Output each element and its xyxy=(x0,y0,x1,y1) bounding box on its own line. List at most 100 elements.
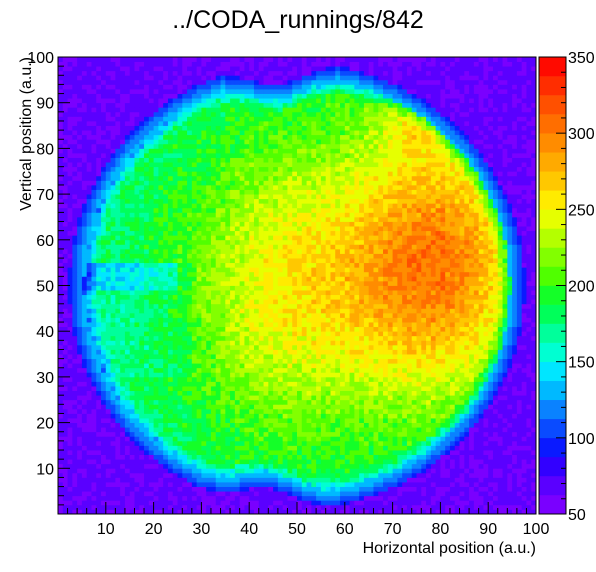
heatmap-cell xyxy=(129,358,135,364)
heatmap-cell xyxy=(277,290,284,296)
heatmap-cell xyxy=(172,472,178,478)
heatmap-cell xyxy=(72,418,78,423)
heatmap-cell xyxy=(234,390,241,396)
heatmap-cell xyxy=(306,445,312,451)
heatmap-cell xyxy=(378,335,384,341)
heatmap-cell xyxy=(67,390,73,396)
heatmap-cell xyxy=(440,482,446,487)
heatmap-cell xyxy=(67,331,73,337)
heatmap-cell xyxy=(531,354,537,360)
heatmap-cell xyxy=(153,317,159,323)
heatmap-cell xyxy=(148,344,154,350)
heatmap-cell xyxy=(225,459,231,465)
heatmap-cell xyxy=(521,459,527,465)
heatmap-cell xyxy=(320,354,327,360)
heatmap-cell xyxy=(182,472,188,478)
heatmap-cell xyxy=(449,468,456,474)
heatmap-cell xyxy=(435,381,441,387)
heatmap-cell xyxy=(96,331,102,337)
heatmap-cell xyxy=(454,308,460,314)
heatmap-cell xyxy=(426,468,432,474)
heatmap-cell xyxy=(297,427,303,433)
heatmap-cell xyxy=(96,427,102,433)
heatmap-cell xyxy=(124,308,131,314)
heatmap-cell xyxy=(234,413,241,419)
heatmap-cell xyxy=(445,344,451,350)
heatmap-cell xyxy=(58,390,64,396)
heatmap-cell xyxy=(196,418,202,423)
heatmap-cell xyxy=(392,427,398,433)
heatmap-cell xyxy=(177,285,183,291)
heatmap-cell xyxy=(497,491,503,497)
heatmap-cell xyxy=(473,354,480,360)
heatmap-cell xyxy=(435,472,441,478)
heatmap-cell xyxy=(392,290,398,296)
heatmap-cell xyxy=(526,299,532,305)
heatmap-cell xyxy=(330,376,336,382)
heatmap-cell xyxy=(488,468,494,474)
heatmap-cell xyxy=(387,486,393,492)
heatmap-cell xyxy=(273,358,279,364)
heatmap-cell xyxy=(172,376,178,382)
heatmap-cell xyxy=(196,285,202,291)
heatmap-cell xyxy=(383,372,389,378)
heatmap-cell xyxy=(120,504,126,510)
heatmap-cell xyxy=(363,312,370,318)
heatmap-cell xyxy=(473,294,480,300)
heatmap-cell xyxy=(426,308,432,314)
heatmap-cell xyxy=(58,395,64,401)
heatmap-cell xyxy=(215,372,221,378)
heatmap-cell xyxy=(325,440,331,446)
heatmap-cell xyxy=(354,450,360,455)
heatmap-cell xyxy=(330,294,336,300)
heatmap-cell xyxy=(483,340,489,346)
heatmap-cell xyxy=(316,322,322,328)
heatmap-cell xyxy=(449,472,456,478)
heatmap-cell xyxy=(383,472,389,478)
heatmap-cell xyxy=(297,354,303,360)
heatmap-cell xyxy=(344,317,350,323)
heatmap-cell xyxy=(435,408,441,414)
heatmap-cell xyxy=(277,468,284,474)
heatmap-cell xyxy=(58,335,64,341)
heatmap-cell xyxy=(340,431,346,437)
heatmap-cell xyxy=(426,344,432,350)
heatmap-cell xyxy=(277,427,284,433)
heatmap-cell xyxy=(58,303,64,309)
heatmap-cell xyxy=(215,472,221,478)
heatmap-cell xyxy=(430,290,437,296)
heatmap-cell xyxy=(507,454,513,460)
heatmap-cell xyxy=(397,413,403,419)
heatmap-cell xyxy=(378,317,384,323)
heatmap-cell xyxy=(363,354,370,360)
heatmap-cell xyxy=(167,308,174,314)
heatmap-cell xyxy=(411,495,417,501)
heatmap-cell xyxy=(359,504,365,510)
heatmap-cell xyxy=(139,335,145,341)
heatmap-cell xyxy=(426,285,432,291)
heatmap-cell xyxy=(253,317,260,323)
heatmap-cell xyxy=(292,363,298,369)
heatmap-cell xyxy=(72,367,78,373)
heatmap-cell xyxy=(292,367,298,373)
heatmap-cell xyxy=(483,440,489,446)
heatmap-cell xyxy=(101,427,107,433)
heatmap-cell xyxy=(253,509,260,515)
heatmap-cell xyxy=(101,354,107,360)
heatmap-cell xyxy=(335,422,341,428)
heatmap-cell xyxy=(330,418,336,423)
heatmap-cell xyxy=(77,472,83,478)
heatmap-cell xyxy=(253,303,260,309)
heatmap-cell xyxy=(464,363,470,369)
heatmap-cell xyxy=(158,413,164,419)
heatmap-cell xyxy=(335,468,341,474)
heatmap-cell xyxy=(282,491,288,497)
heatmap-cell xyxy=(220,431,226,437)
heatmap-cell xyxy=(392,491,398,497)
heatmap-cell xyxy=(230,335,236,341)
heatmap-cell xyxy=(440,440,446,446)
heatmap-cell xyxy=(363,445,370,451)
heatmap-cell xyxy=(516,427,523,433)
heatmap-cell xyxy=(282,431,288,437)
heatmap-cell xyxy=(129,504,135,510)
